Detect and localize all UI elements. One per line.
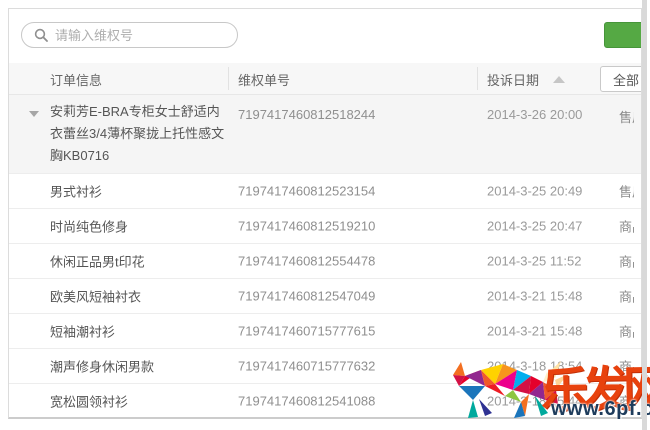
- table-row[interactable]: 休闲正品男t印花 7197417460812554478 2014-3-25 1…: [9, 243, 641, 278]
- table-row[interactable]: 男式衬衫 7197417460812523154 2014-3-25 20:49…: [9, 173, 641, 208]
- complaint-date: 2014-3-25 11:52: [487, 253, 582, 269]
- column-header-dispute-id: 维权单号: [238, 72, 291, 88]
- dispute-id: 7197417460812519210: [238, 218, 376, 234]
- product-title: 潮声修身休闲男款: [50, 359, 155, 375]
- table-row[interactable]: 宽松圆领衬衫 7197417460812541088 2014-3-18 15:…: [9, 383, 641, 417]
- table-row[interactable]: 时尚纯色修身 7197417460812519210 2014-3-25 20:…: [9, 208, 641, 243]
- header-divider: [477, 67, 478, 90]
- table-row[interactable]: 潮声修身休闲男款 7197417460715777632 2014-3-18 1…: [9, 348, 641, 383]
- table-row[interactable]: 欧美风短袖衬衣 7197417460812547049 2014-3-21 15…: [9, 278, 641, 313]
- product-title: 休闲正品男t印花: [50, 254, 145, 270]
- dispute-id: 7197417460715777615: [238, 323, 376, 339]
- dispute-panel: 订单信息 维权单号 投诉日期 全部 安莉芳E-BRA专柜女士舒适内衣蕾丝3/4薄…: [8, 8, 642, 419]
- complaint-date: 2014-3-18 18:54: [487, 358, 583, 374]
- product-title: 短袖潮衬衫: [50, 324, 116, 340]
- product-title: 男式衬衫: [50, 184, 103, 200]
- primary-action-button[interactable]: [604, 22, 641, 48]
- table-body: 安莉芳E-BRA专柜女士舒适内衣蕾丝3/4薄杯聚拢上托性感文胸KB0716 71…: [9, 95, 641, 417]
- scrollbar[interactable]: [642, 0, 647, 430]
- dispute-type: 售后: [619, 184, 634, 200]
- dispute-type: 商品: [619, 289, 634, 305]
- search-icon: [34, 28, 48, 42]
- dispute-type: 商品: [619, 359, 634, 375]
- dispute-type: 商品: [619, 324, 634, 340]
- dispute-id: 7197417460812523154: [238, 183, 376, 199]
- complaint-date: 2014-3-21 15:48: [487, 288, 583, 304]
- column-header-order-info: 订单信息: [50, 72, 103, 88]
- dispute-id: 7197417460715777632: [238, 358, 376, 374]
- column-header-complaint-date[interactable]: 投诉日期: [487, 63, 566, 95]
- dispute-id: 7197417460812518244: [238, 107, 376, 122]
- product-title: 欧美风短袖衬衣: [50, 289, 142, 305]
- dispute-id: 7197417460812554478: [238, 253, 376, 269]
- collapse-row-icon[interactable]: [29, 111, 39, 117]
- product-title: 宽松圆领衬衫: [50, 394, 129, 410]
- complaint-date: 2014-3-18 15:44: [487, 393, 583, 409]
- complaint-date: 2014-3-21 15:48: [487, 323, 583, 339]
- complaint-date: 2014-3-25 20:47: [487, 218, 583, 234]
- table-header: 订单信息 维权单号 投诉日期 全部: [9, 63, 641, 95]
- filter-dropdown[interactable]: 全部: [600, 66, 641, 92]
- dispute-type: 商品: [619, 254, 634, 270]
- table-row[interactable]: 安莉芳E-BRA专柜女士舒适内衣蕾丝3/4薄杯聚拢上托性感文胸KB0716 71…: [9, 95, 641, 173]
- search-box[interactable]: [21, 22, 238, 48]
- complaint-date: 2014-3-25 20:49: [487, 183, 583, 199]
- dispute-id: 7197417460812541088: [238, 393, 376, 409]
- header-divider: [228, 67, 229, 90]
- filter-dropdown-value: 全部: [613, 72, 640, 88]
- dispute-id: 7197417460812547049: [238, 288, 376, 304]
- sort-asc-icon[interactable]: [553, 75, 566, 83]
- search-input[interactable]: [55, 27, 215, 43]
- dispute-type: 商品: [619, 394, 634, 410]
- complaint-date: 2014-3-26 20:00: [487, 107, 583, 122]
- dispute-type: 商品: [619, 219, 634, 235]
- product-title: 时尚纯色修身: [50, 219, 129, 235]
- complaint-date-label: 投诉日期: [487, 72, 540, 88]
- dispute-type: 售后: [619, 110, 634, 125]
- table-row[interactable]: 短袖潮衬衫 7197417460715777615 2014-3-21 15:4…: [9, 313, 641, 348]
- product-title: 安莉芳E-BRA专柜女士舒适内衣蕾丝3/4薄杯聚拢上托性感文胸KB0716: [50, 104, 225, 163]
